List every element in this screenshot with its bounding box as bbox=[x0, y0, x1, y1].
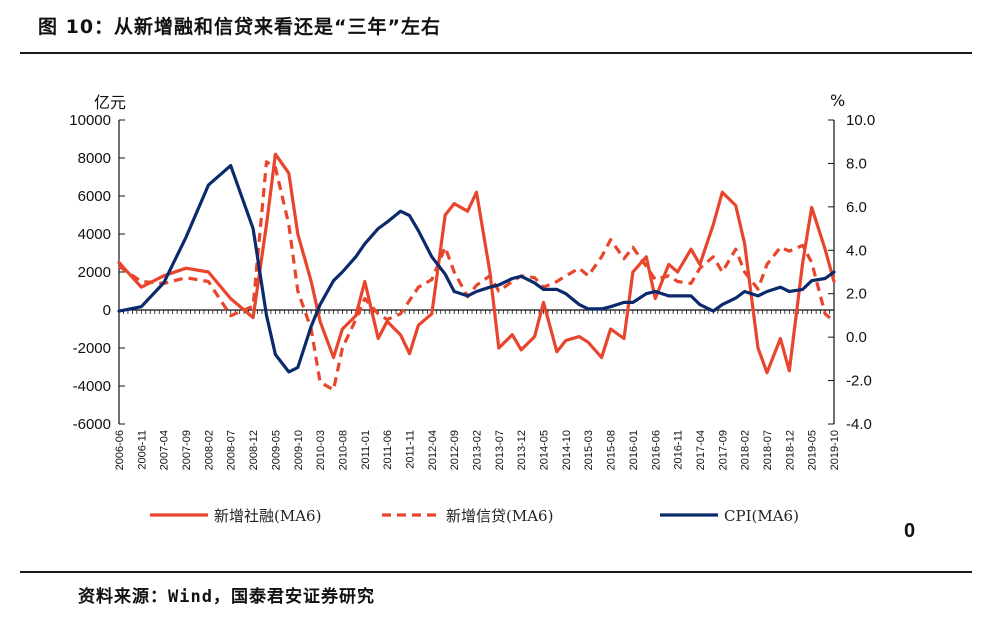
left-axis-tick-label: 6000 bbox=[78, 188, 111, 205]
left-axis-tick-label: 4000 bbox=[78, 226, 111, 243]
left-axis-tick-label: -2000 bbox=[73, 340, 111, 357]
x-axis-tick-label: 2012-04 bbox=[427, 430, 439, 470]
x-axis-tick-label: 2018-07 bbox=[762, 430, 774, 470]
x-axis-tick-label: 2017-09 bbox=[717, 430, 729, 470]
x-axis-tick-label: 2019-10 bbox=[829, 430, 841, 470]
x-axis-tick-label: 2009-05 bbox=[270, 430, 282, 470]
x-axis-tick-label: 2013-07 bbox=[494, 430, 506, 470]
x-axis-tick-label: 2012-09 bbox=[449, 430, 461, 470]
x-axis-tick-label: 2016-06 bbox=[650, 430, 662, 470]
right-axis-tick-label: 4.0 bbox=[846, 242, 867, 259]
x-axis-tick-label: 2006-11 bbox=[136, 430, 148, 470]
x-axis-tick-label: 2015-08 bbox=[606, 430, 618, 470]
x-axis-tick-label: 2008-12 bbox=[248, 430, 260, 470]
x-axis-tick-label: 2016-01 bbox=[628, 430, 640, 470]
legend-label: CPI(MA6) bbox=[724, 507, 799, 525]
right-axis-tick-label: 6.0 bbox=[846, 199, 867, 216]
right-axis-tick-label: -2.0 bbox=[846, 373, 872, 390]
x-axis-tick-label: 2011-06 bbox=[382, 430, 394, 470]
x-axis-tick-label: 2007-04 bbox=[159, 430, 171, 470]
x-axis-tick-label: 2013-12 bbox=[516, 430, 528, 470]
series-line-3 bbox=[117, 164, 836, 374]
series-line-1 bbox=[117, 152, 836, 375]
x-axis-tick-label: 2018-02 bbox=[740, 430, 752, 470]
top-divider bbox=[20, 52, 972, 54]
left-axis-tick-label: 10000 bbox=[69, 112, 111, 129]
left-axis-tick-label: 0 bbox=[103, 302, 111, 319]
right-axis-unit: % bbox=[830, 91, 845, 110]
legend-label: 新增信贷(MA6) bbox=[446, 507, 553, 525]
x-axis-tick-label: 2019-05 bbox=[807, 430, 819, 470]
x-axis-tick-label: 2009-10 bbox=[293, 430, 305, 470]
right-axis-tick-label: 8.0 bbox=[846, 155, 867, 172]
left-axis-unit: 亿元 bbox=[94, 93, 126, 112]
x-axis-tick-label: 2013-02 bbox=[472, 430, 484, 470]
x-axis-tick-label: 2017-04 bbox=[695, 430, 707, 470]
x-axis-tick-label: 2014-10 bbox=[561, 430, 573, 470]
x-axis-tick-label: 2015-03 bbox=[583, 430, 595, 470]
left-axis-tick-label: 2000 bbox=[78, 264, 111, 281]
figure-title: 图 10：从新增融和信贷来看还是“三年”左右 bbox=[38, 16, 442, 38]
left-axis-tick-label: 8000 bbox=[78, 150, 111, 167]
x-axis-tick-label: 2018-12 bbox=[784, 430, 796, 470]
right-axis-tick-label: 0.0 bbox=[846, 329, 867, 346]
x-axis-tick-label: 2016-11 bbox=[673, 430, 685, 470]
stray-label: 0 bbox=[904, 520, 916, 542]
x-axis-tick-label: 2008-02 bbox=[203, 430, 215, 470]
right-axis-tick-label: -4.0 bbox=[846, 416, 872, 433]
series-line-2 bbox=[118, 160, 836, 392]
x-axis-tick-label: 2010-08 bbox=[337, 430, 349, 470]
right-axis-tick-label: 2.0 bbox=[846, 286, 867, 303]
source-note: 资料来源：Wind，国泰君安证券研究 bbox=[78, 587, 375, 607]
x-axis-tick-label: 2014-05 bbox=[539, 430, 551, 470]
x-axis-tick-label: 2011-01 bbox=[360, 430, 372, 470]
legend-label: 新增社融(MA6) bbox=[214, 507, 321, 525]
x-axis-tick-label: 2006-06 bbox=[114, 430, 126, 470]
right-axis-tick-label: 10.0 bbox=[846, 112, 875, 129]
x-axis-tick-label: 2007-09 bbox=[181, 430, 193, 470]
legend-group: 新增社融(MA6) 新增信贷(MA6) CPI(MA6) bbox=[150, 507, 799, 525]
x-axis-tick-label: 2010-03 bbox=[315, 430, 327, 470]
left-axis-tick-label: -4000 bbox=[73, 378, 111, 395]
axes-group: 10000 8000 6000 4000 2000 0 -2000 -4000 -6000 亿元 1… bbox=[69, 91, 875, 470]
x-axis-tick-label: 2008-07 bbox=[226, 430, 238, 470]
series-group bbox=[117, 152, 836, 392]
bottom-divider bbox=[20, 571, 972, 573]
left-axis-tick-label: -6000 bbox=[73, 416, 111, 433]
x-axis-tick-label: 2011-11 bbox=[404, 430, 416, 469]
